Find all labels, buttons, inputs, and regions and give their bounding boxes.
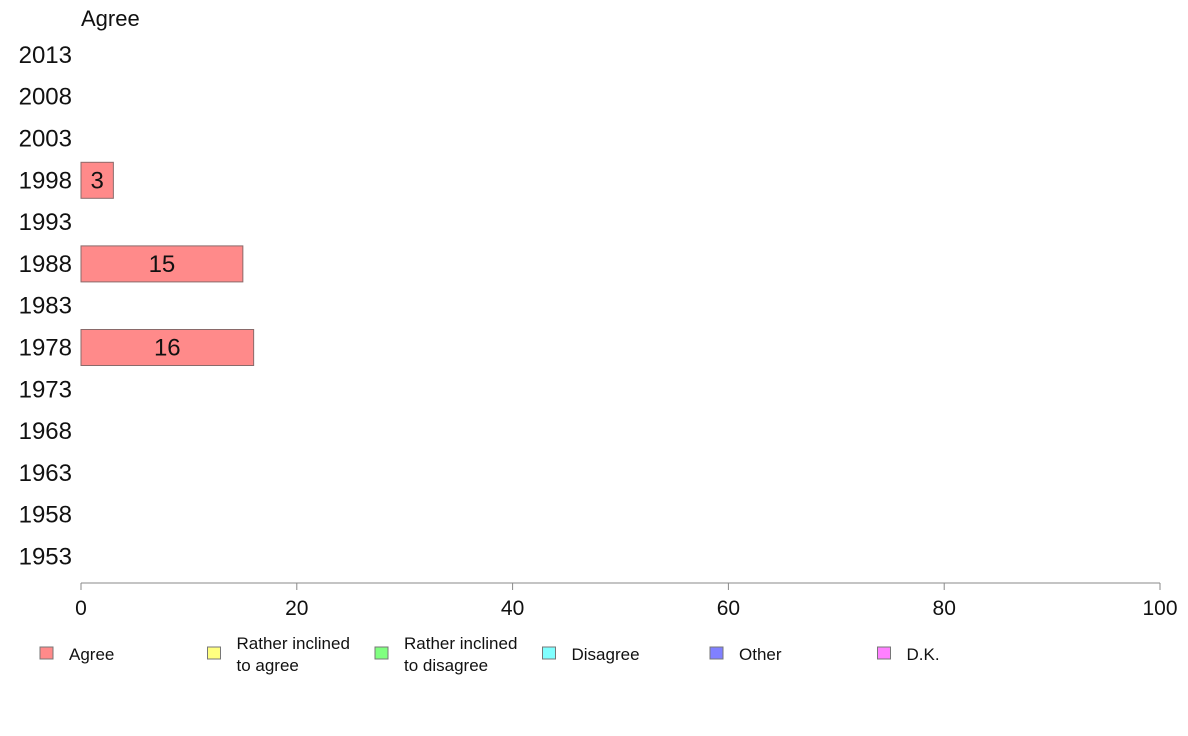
legend-label-line: Rather inclined xyxy=(404,634,517,653)
y-tick-label-1988: 1988 xyxy=(19,251,72,278)
y-tick-label-1993: 1993 xyxy=(19,209,72,236)
y-axis-labels: 2013 2008 2003 1998 1993 1988 1983 1978 1973 1968… xyxy=(19,42,72,571)
legend-label-2: Rather inclined to disagree xyxy=(404,634,517,675)
legend-swatch-4 xyxy=(709,646,724,660)
legend-swatch-1 xyxy=(207,646,221,660)
x-tick-label-80: 80 xyxy=(933,597,956,620)
y-tick-label-2008: 2008 xyxy=(19,84,72,111)
bars xyxy=(80,161,255,366)
y-tick-label-1973: 1973 xyxy=(19,376,72,403)
bar-1978 xyxy=(80,329,255,366)
bar-label-1978: 16 xyxy=(154,335,181,362)
legend-label-line: to agree xyxy=(237,656,299,675)
legend-swatch-5 xyxy=(877,646,891,660)
y-tick-label-1983: 1983 xyxy=(19,293,72,320)
bar-1998 xyxy=(80,161,114,199)
y-tick-label-1968: 1968 xyxy=(19,418,72,445)
x-tick-label-60: 60 xyxy=(717,597,740,620)
legend-label-3: Disagree xyxy=(572,645,640,664)
x-tick-label-0: 0 xyxy=(75,597,87,620)
legend-swatch-3 xyxy=(542,646,556,660)
chart-title: Agree xyxy=(81,6,140,31)
legend-label-5: D.K. xyxy=(907,645,940,664)
y-tick-label-1998: 1998 xyxy=(19,167,72,194)
legend-label-0: Agree xyxy=(69,645,114,664)
bar-label-1998: 3 xyxy=(91,167,104,194)
x-axis: 0 20 40 60 80 100 xyxy=(75,582,1178,620)
x-tick-label-40: 40 xyxy=(501,597,524,620)
x-tick-label-20: 20 xyxy=(285,597,308,620)
bar-data-labels: 3 15 16 xyxy=(91,167,181,361)
legend-label-line: Rather inclined xyxy=(237,634,350,653)
y-tick-label-1978: 1978 xyxy=(19,335,72,362)
y-tick-label-1953: 1953 xyxy=(19,544,72,571)
legend-label-4: Other xyxy=(739,645,782,664)
bar-label-1988: 15 xyxy=(149,251,176,278)
legend-swatch-0 xyxy=(39,646,54,660)
y-tick-label-2003: 2003 xyxy=(19,126,72,153)
y-tick-label-1958: 1958 xyxy=(19,502,72,529)
bar-1988 xyxy=(80,245,244,283)
legend-swatch-2 xyxy=(374,646,389,660)
y-tick-label-1963: 1963 xyxy=(19,460,72,487)
legend-label-line: to disagree xyxy=(404,656,488,675)
x-tick-label-100: 100 xyxy=(1142,597,1177,620)
legend-label-1: Rather inclined to agree xyxy=(237,634,350,675)
y-tick-label-2013: 2013 xyxy=(19,42,72,69)
